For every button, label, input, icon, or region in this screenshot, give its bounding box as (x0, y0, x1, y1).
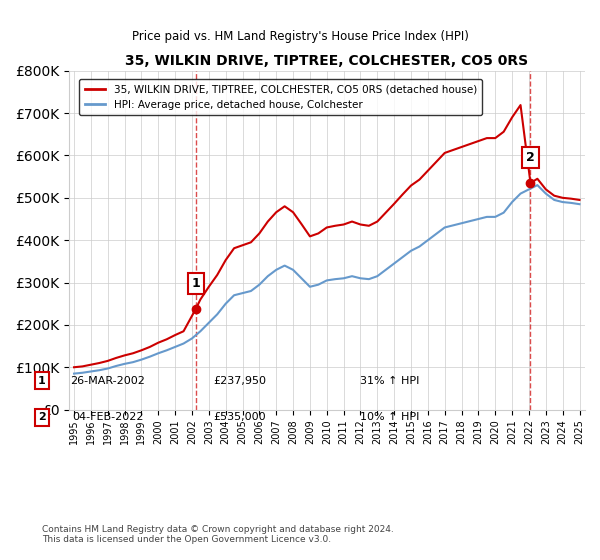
Text: 10% ↑ HPI: 10% ↑ HPI (361, 412, 419, 422)
Text: 31% ↑ HPI: 31% ↑ HPI (361, 376, 419, 386)
Text: 26-MAR-2002: 26-MAR-2002 (71, 376, 145, 386)
Text: £237,950: £237,950 (214, 376, 266, 386)
Text: 2: 2 (38, 412, 46, 422)
Text: 2: 2 (526, 151, 535, 164)
Text: Price paid vs. HM Land Registry's House Price Index (HPI): Price paid vs. HM Land Registry's House … (131, 30, 469, 43)
Title: 35, WILKIN DRIVE, TIPTREE, COLCHESTER, CO5 0RS: 35, WILKIN DRIVE, TIPTREE, COLCHESTER, C… (125, 54, 529, 68)
Text: Contains HM Land Registry data © Crown copyright and database right 2024.
This d: Contains HM Land Registry data © Crown c… (42, 525, 394, 544)
Text: 04-FEB-2022: 04-FEB-2022 (72, 412, 144, 422)
Text: £535,000: £535,000 (214, 412, 266, 422)
Text: 1: 1 (38, 376, 46, 386)
Text: 1: 1 (191, 277, 200, 290)
Legend: 35, WILKIN DRIVE, TIPTREE, COLCHESTER, CO5 0RS (detached house), HPI: Average pr: 35, WILKIN DRIVE, TIPTREE, COLCHESTER, C… (79, 80, 482, 115)
